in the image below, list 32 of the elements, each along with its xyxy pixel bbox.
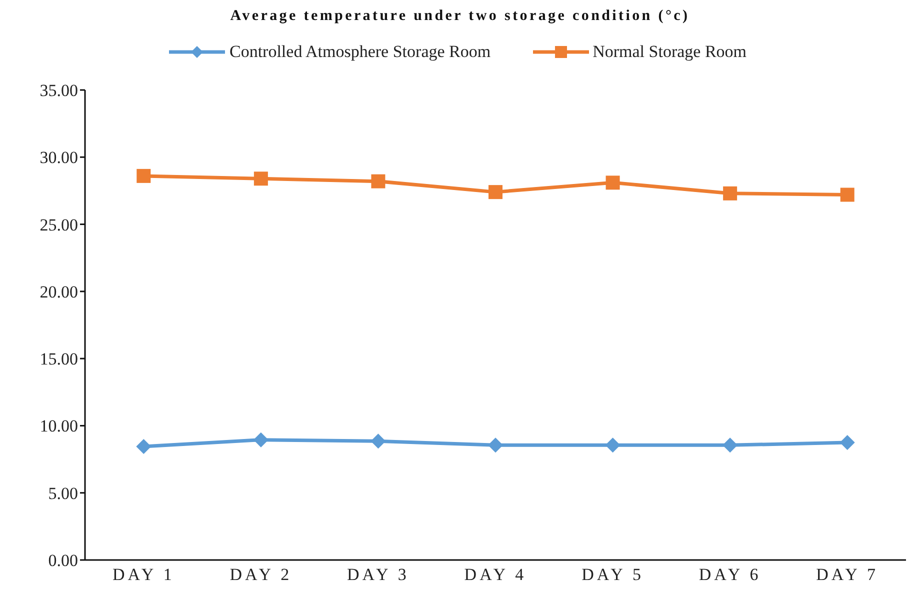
- legend-label: Normal Storage Room: [592, 42, 747, 62]
- point: [840, 435, 855, 450]
- point: [253, 432, 268, 448]
- y-tick-label: 15.00: [40, 350, 78, 369]
- point: [488, 438, 503, 453]
- y-tick-label: 0.00: [48, 551, 78, 570]
- y-tick-label: 20.00: [40, 282, 78, 302]
- point: [370, 434, 386, 449]
- y-tick-label: 35.00: [40, 81, 78, 100]
- y-tick-label: 10.00: [40, 416, 78, 436]
- x-tick-label: DAY 5: [582, 565, 644, 584]
- point: [136, 439, 152, 454]
- point: [488, 185, 502, 200]
- point: [840, 188, 854, 202]
- point: [723, 186, 738, 200]
- point: [606, 176, 620, 190]
- y-tick-label: 30.00: [40, 148, 78, 168]
- x-tick-label: DAY 1: [112, 565, 175, 584]
- point: [254, 172, 268, 186]
- point: [136, 168, 151, 183]
- x-tick-label: DAY 2: [230, 565, 292, 584]
- x-tick-label: DAY 6: [698, 565, 762, 584]
- point: [605, 438, 620, 453]
- x-tick-label: DAY 7: [816, 565, 879, 584]
- x-tick-label: DAY 3: [347, 565, 410, 584]
- y-tick-label: 25.00: [40, 215, 78, 234]
- y-tick-label: 5.00: [48, 484, 78, 503]
- point: [371, 174, 386, 188]
- x-tick-label: DAY 4: [464, 565, 527, 584]
- point: [722, 438, 738, 453]
- chart-title: Average temperature under two storage condition (°c): [229, 8, 691, 26]
- legend-label: Controlled Atmosphere Storage Room: [229, 42, 491, 62]
